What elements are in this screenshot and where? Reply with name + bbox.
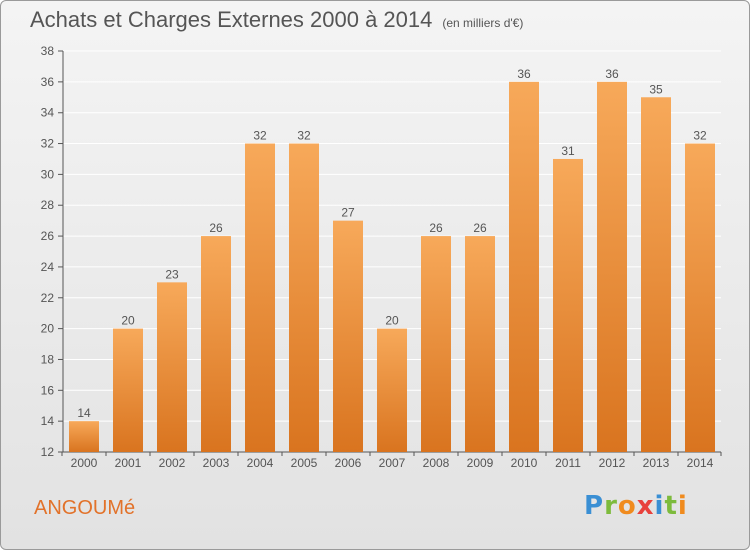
y-tick-label: 28 [41, 198, 55, 212]
data-label: 26 [473, 221, 487, 235]
chart-title: Achats et Charges Externes 2000 à 2014 (e… [30, 7, 523, 33]
data-label: 27 [341, 206, 355, 220]
y-tick-label: 36 [41, 75, 55, 89]
chart-unit-note: (en milliers d'€) [442, 16, 524, 30]
y-tick-label: 24 [41, 260, 55, 274]
data-label: 36 [517, 67, 531, 81]
y-tick-label: 18 [41, 352, 55, 366]
x-tick-label: 2006 [335, 456, 362, 470]
data-label: 32 [253, 129, 267, 143]
x-tick-label: 2008 [423, 456, 450, 470]
y-tick-label: 20 [41, 322, 55, 336]
data-label: 31 [561, 144, 575, 158]
tick-labels: 12 14 16 18 20 22 24 26 28 30 32 34 36 38 2000 2001 2002… [41, 44, 714, 470]
bars [69, 81, 715, 453]
x-tick-label: 2005 [291, 456, 318, 470]
data-label: 23 [165, 267, 179, 281]
data-label: 26 [429, 221, 443, 235]
data-label: 35 [649, 82, 663, 96]
data-label: 20 [121, 314, 135, 328]
bar [69, 421, 99, 452]
bar [245, 143, 275, 453]
y-tick-label: 32 [41, 137, 55, 151]
x-tick-label: 2009 [467, 456, 494, 470]
y-tick-label: 26 [41, 229, 55, 243]
x-tick-label: 2004 [247, 456, 274, 470]
bar [685, 143, 715, 453]
x-tick-label: 2002 [159, 456, 186, 470]
bar [641, 97, 671, 453]
data-label: 26 [209, 221, 223, 235]
bar [157, 282, 187, 452]
data-label: 32 [297, 129, 311, 143]
data-label: 20 [385, 314, 399, 328]
y-tick-label: 16 [41, 383, 55, 397]
bar [421, 236, 451, 452]
proxiti-logo: Proxiti [584, 491, 688, 521]
y-tick-label: 30 [41, 167, 55, 181]
bar [465, 236, 495, 452]
x-tick-label: 2011 [555, 456, 581, 470]
y-tick-label: 12 [41, 445, 55, 459]
chart-title-text: Achats et Charges Externes 2000 à 2014 [30, 7, 433, 32]
x-tick-label: 2007 [379, 456, 406, 470]
bar [113, 328, 143, 452]
data-labels: 14 20 23 26 32 32 27 20 26 26 36 31 36 35 32 [77, 67, 707, 420]
x-tick-label: 2013 [643, 456, 670, 470]
x-tick-label: 2003 [203, 456, 230, 470]
x-tick-label: 2001 [115, 456, 142, 470]
bar [333, 220, 363, 452]
y-tick-label: 34 [41, 106, 55, 120]
y-tick-label: 38 [41, 44, 55, 58]
data-label: 32 [693, 129, 707, 143]
y-tick-label: 14 [41, 414, 55, 428]
location-name: ANGOUMé [34, 497, 136, 519]
bar [553, 158, 583, 452]
bar [509, 81, 539, 452]
bar [377, 328, 407, 452]
x-tick-label: 2012 [599, 456, 626, 470]
x-tick-label: 2010 [511, 456, 538, 470]
x-tick-label: 2000 [71, 456, 98, 470]
bar [597, 81, 627, 452]
x-tick-label: 2014 [687, 456, 714, 470]
data-label: 36 [605, 67, 619, 81]
y-tick-label: 22 [41, 291, 55, 305]
data-label: 14 [77, 406, 91, 420]
bar [201, 236, 231, 452]
bar [289, 143, 319, 453]
